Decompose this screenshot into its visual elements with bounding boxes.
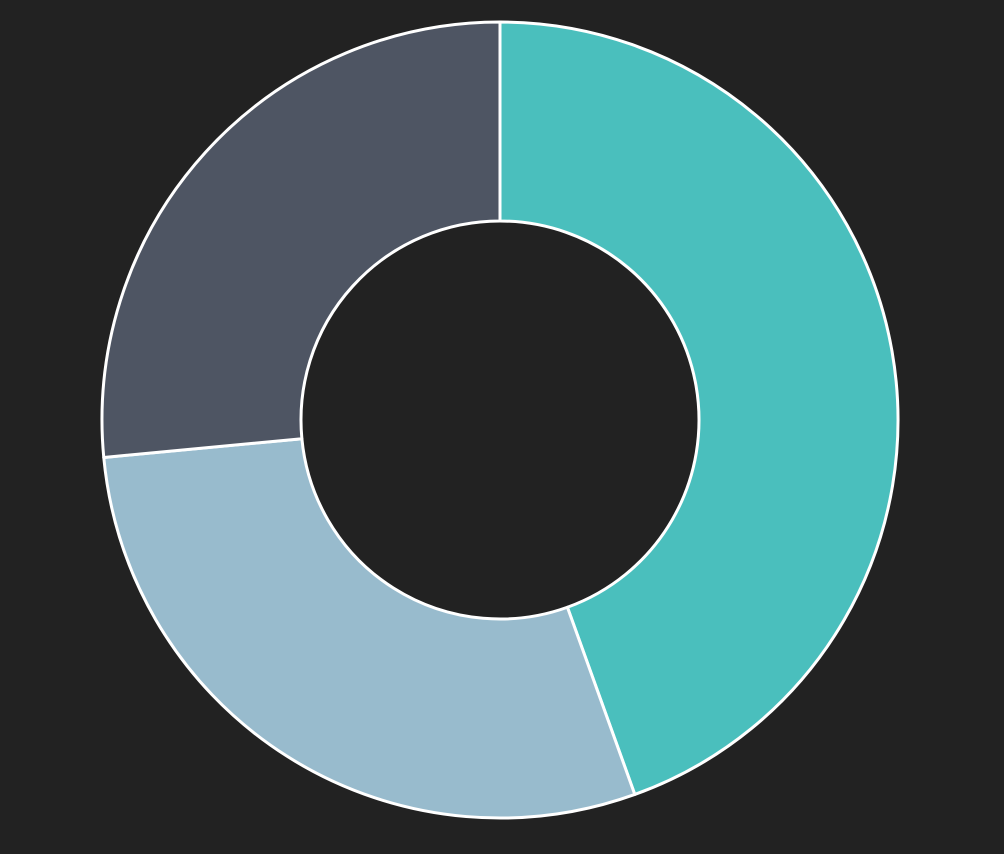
donut-slice <box>102 437 637 820</box>
donut-slice <box>498 20 900 796</box>
donut-slice <box>100 20 502 459</box>
